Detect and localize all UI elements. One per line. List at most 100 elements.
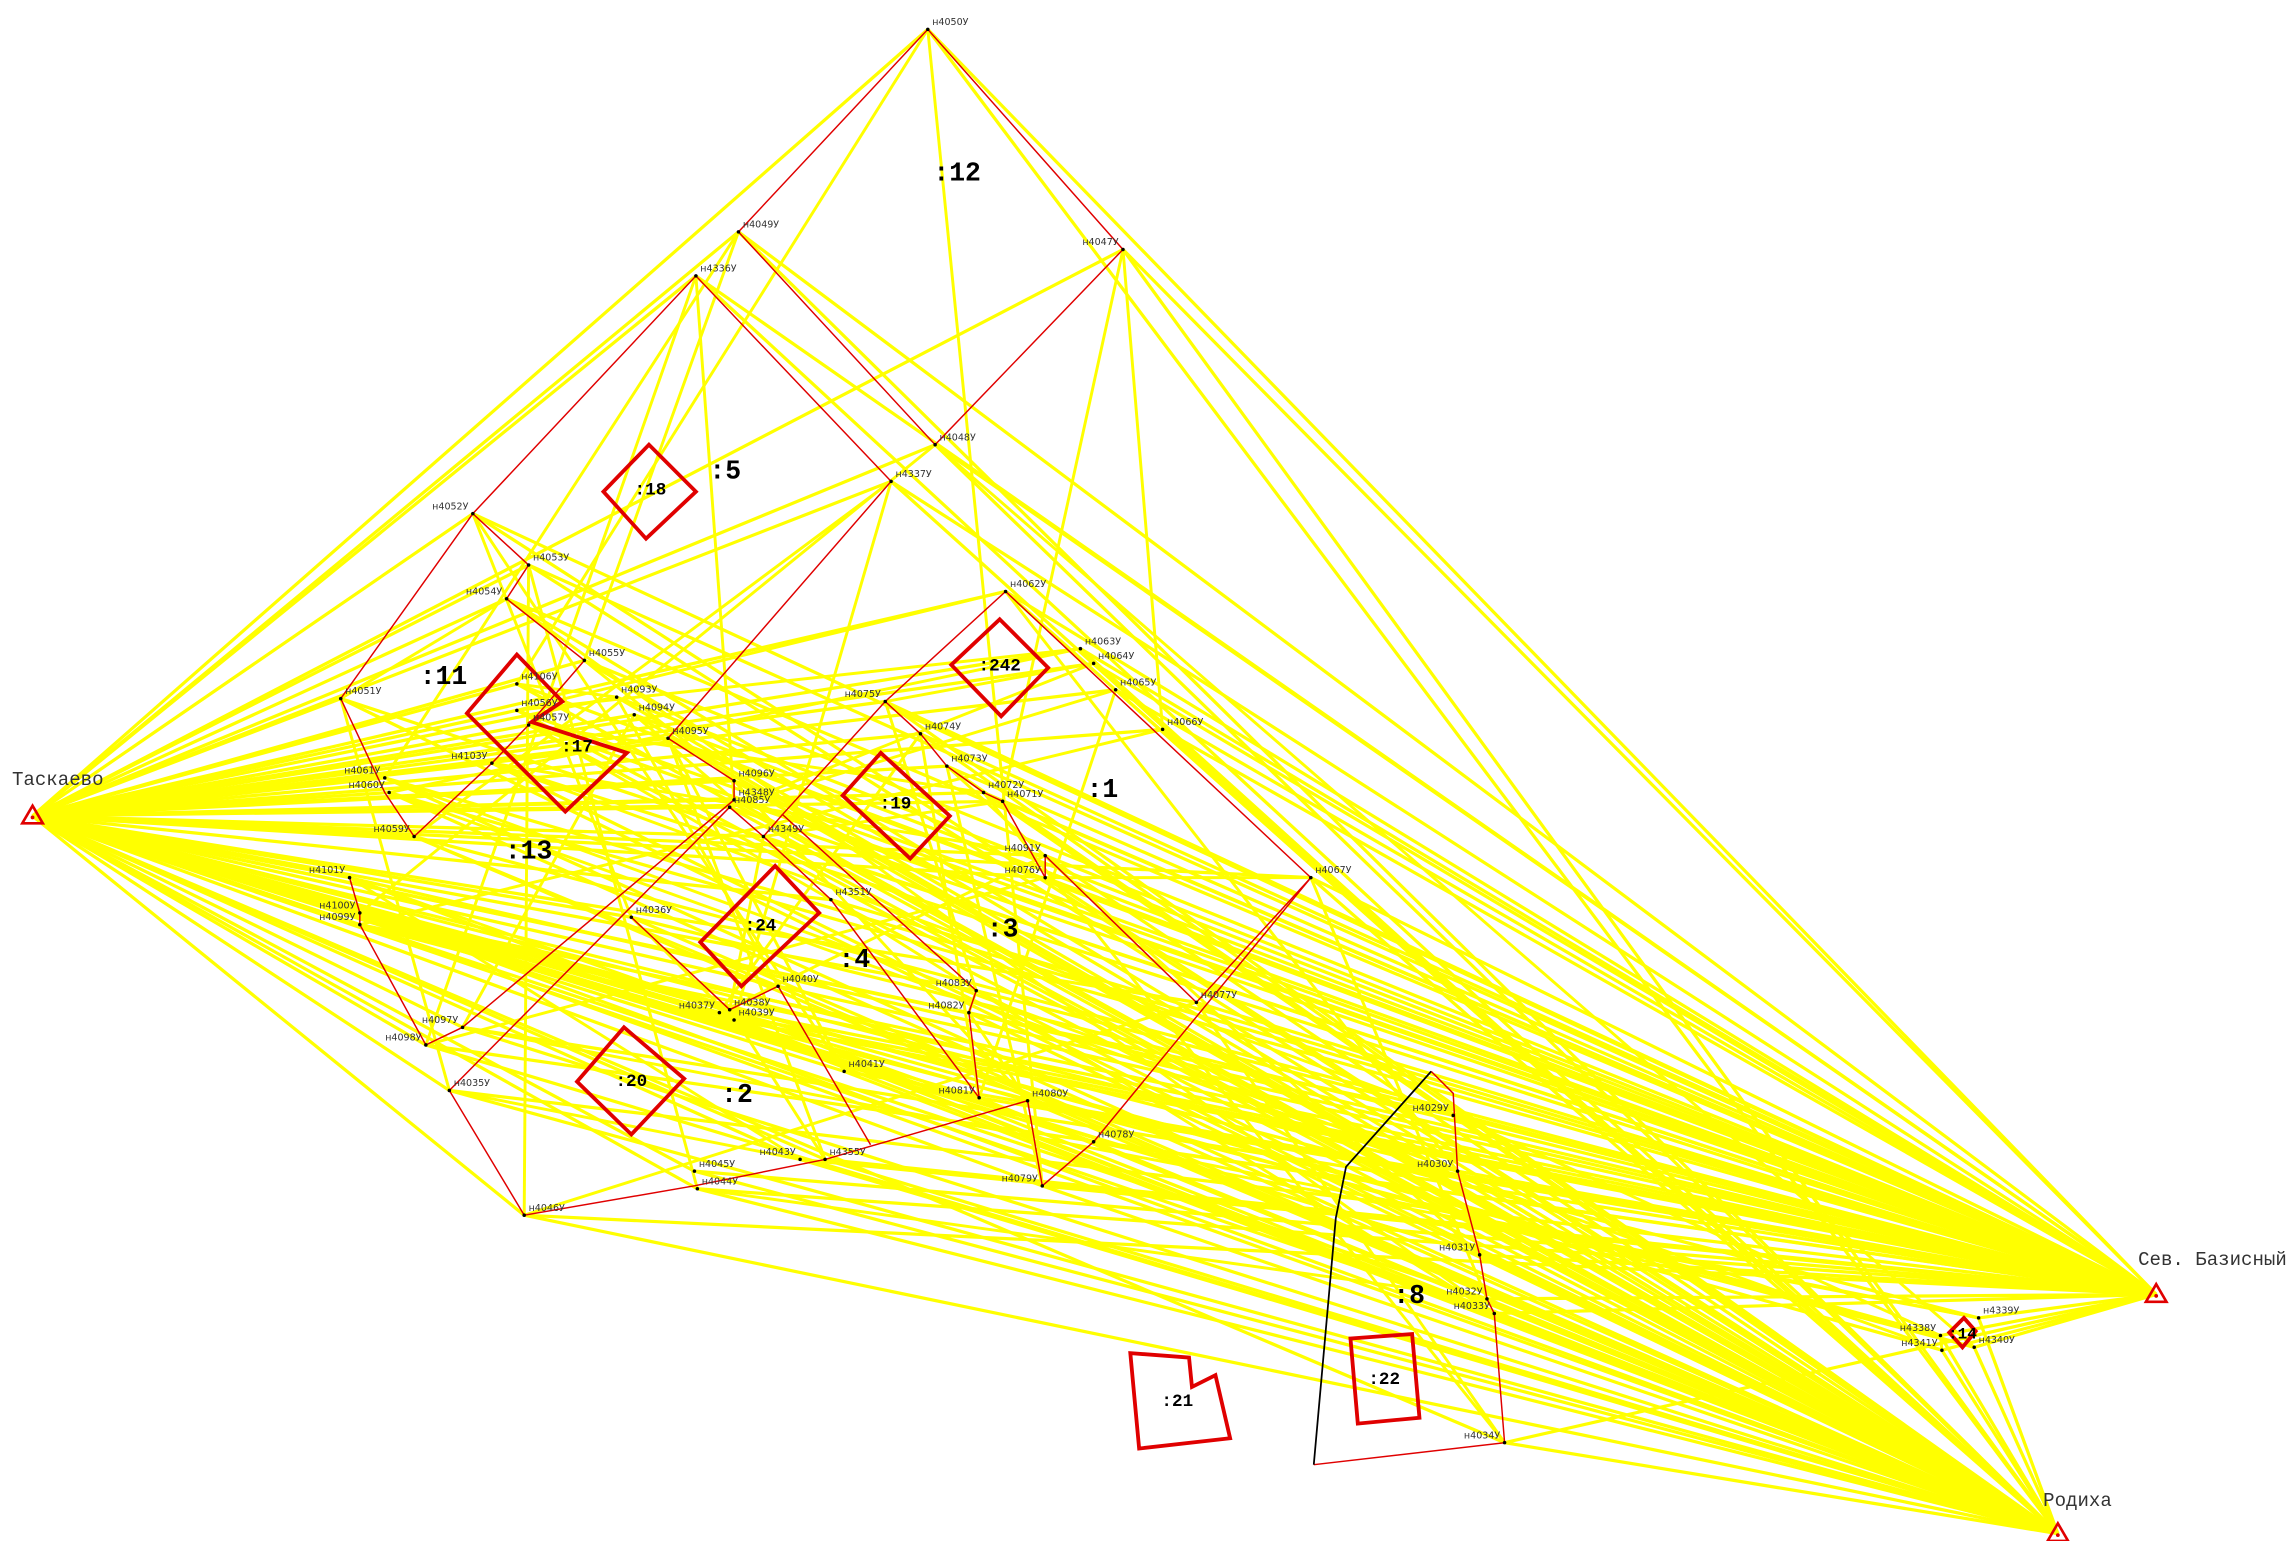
point-marker xyxy=(933,442,937,447)
point-marker xyxy=(1938,1333,1943,1338)
survey-ray xyxy=(1493,1312,2059,1536)
point-marker xyxy=(1485,1297,1489,1301)
parcel-label: :17 xyxy=(561,737,593,757)
survey-ray xyxy=(32,589,1006,818)
point-label: н4338У xyxy=(1900,1323,1936,1334)
point-label: н4067У xyxy=(1315,865,1351,876)
point-marker xyxy=(717,1010,722,1015)
station-dot xyxy=(2055,1533,2060,1538)
point-label: н4035У xyxy=(454,1078,490,1089)
point-label: н4043У xyxy=(759,1147,795,1158)
point-label: н4106У xyxy=(521,672,557,683)
point-marker xyxy=(732,798,736,802)
point-marker xyxy=(471,511,475,516)
point-marker xyxy=(918,732,923,736)
survey-ray xyxy=(926,28,2158,1296)
parcel-19 xyxy=(840,750,953,862)
survey-ray xyxy=(1938,1335,1944,1351)
point-label: н4038У xyxy=(734,997,770,1008)
point-label: н4081У xyxy=(939,1085,975,1096)
survey-ray xyxy=(31,814,696,1173)
point-label: н4082У xyxy=(928,1000,964,1011)
point-label: н4340У xyxy=(1979,1335,2015,1346)
survey-ray xyxy=(31,814,451,1092)
survey-ray xyxy=(583,659,735,782)
point-marker xyxy=(447,1088,452,1093)
point-label: н4341У xyxy=(1901,1338,1937,1349)
point-label: н4044У xyxy=(702,1176,738,1187)
station-marker xyxy=(2046,1520,2070,1541)
parcel-label: :20 xyxy=(615,1072,647,1092)
point-marker xyxy=(1043,853,1047,858)
survey-ray xyxy=(516,647,1081,712)
point-label: н4051У xyxy=(345,686,381,697)
point-marker xyxy=(1040,1184,1045,1188)
survey-ray xyxy=(359,911,1481,1257)
point-label: н4071У xyxy=(1007,789,1043,800)
survey-ray xyxy=(348,876,801,1161)
parcel-17 xyxy=(464,651,631,815)
parcel-label: :22 xyxy=(1368,1370,1400,1390)
survey-ray xyxy=(694,274,2059,1535)
station-label: Родиха xyxy=(2043,1490,2112,1512)
point-label: н4057У xyxy=(533,713,569,724)
survey-ray xyxy=(728,1008,827,1161)
survey-ray xyxy=(388,790,2157,1296)
survey-ray xyxy=(583,659,2059,1536)
survey-ray xyxy=(982,791,1506,1444)
survey-ray xyxy=(1940,1349,2060,1535)
point-marker xyxy=(776,984,780,989)
survey-ray xyxy=(31,814,801,1161)
point-label: н4037У xyxy=(679,1000,715,1011)
point-marker xyxy=(1309,875,1313,880)
point-label: н4077У xyxy=(1201,990,1237,1001)
point-label: н4062У xyxy=(1010,579,1046,590)
survey-ray xyxy=(1456,1169,2059,1536)
survey-ray xyxy=(384,776,2059,1536)
survey-ray xyxy=(737,230,2158,1296)
station-marker xyxy=(2143,1281,2169,1304)
station-label: Таскаево xyxy=(12,769,104,791)
point-marker xyxy=(1972,1345,1976,1350)
parcel-14 xyxy=(1946,1315,1979,1351)
survey-ray xyxy=(884,661,1094,703)
parcel-label: :11 xyxy=(420,662,468,692)
point-marker xyxy=(694,274,698,278)
survey-ray xyxy=(694,275,736,800)
point-label: н4032У xyxy=(1446,1286,1482,1297)
point-marker xyxy=(883,699,887,704)
survey-ray xyxy=(425,876,1046,1047)
survey-ray xyxy=(1121,249,1165,730)
survey-ray xyxy=(1001,249,1125,802)
survey-ray xyxy=(733,779,2059,1536)
point-label: н4047У xyxy=(1082,237,1118,248)
point-marker xyxy=(1976,1316,1981,1320)
parcel-21 xyxy=(1128,1351,1233,1451)
point-label: н4048У xyxy=(940,432,976,443)
survey-ray xyxy=(388,791,2059,1536)
survey-ray xyxy=(1093,1140,2157,1297)
point-marker xyxy=(490,761,494,765)
point-marker xyxy=(967,1010,971,1015)
survey-ray xyxy=(968,1011,2157,1297)
point-label: н4065У xyxy=(1120,677,1156,688)
survey-ray xyxy=(697,1187,2157,1297)
boundary-13 xyxy=(348,737,735,1046)
survey-ray xyxy=(890,480,2158,1296)
survey-ray xyxy=(883,701,978,992)
point-label: н4355У xyxy=(829,1147,865,1158)
point-marker xyxy=(727,1007,732,1012)
parcel-20 xyxy=(574,1024,687,1138)
survey-ray xyxy=(729,661,1095,809)
parcel-label: :242 xyxy=(979,657,1021,677)
point-label: н4049У xyxy=(743,219,779,230)
survey-ray xyxy=(349,876,1095,1144)
survey-ray xyxy=(1452,1114,2059,1535)
parcel-242 xyxy=(948,616,1051,719)
point-marker xyxy=(526,723,531,727)
survey-ray xyxy=(1452,1114,1942,1337)
parcel-outlines xyxy=(464,441,1979,1451)
survey-ray xyxy=(448,1088,2059,1536)
point-label: н4093У xyxy=(621,685,657,696)
survey-ray xyxy=(919,732,2157,1296)
